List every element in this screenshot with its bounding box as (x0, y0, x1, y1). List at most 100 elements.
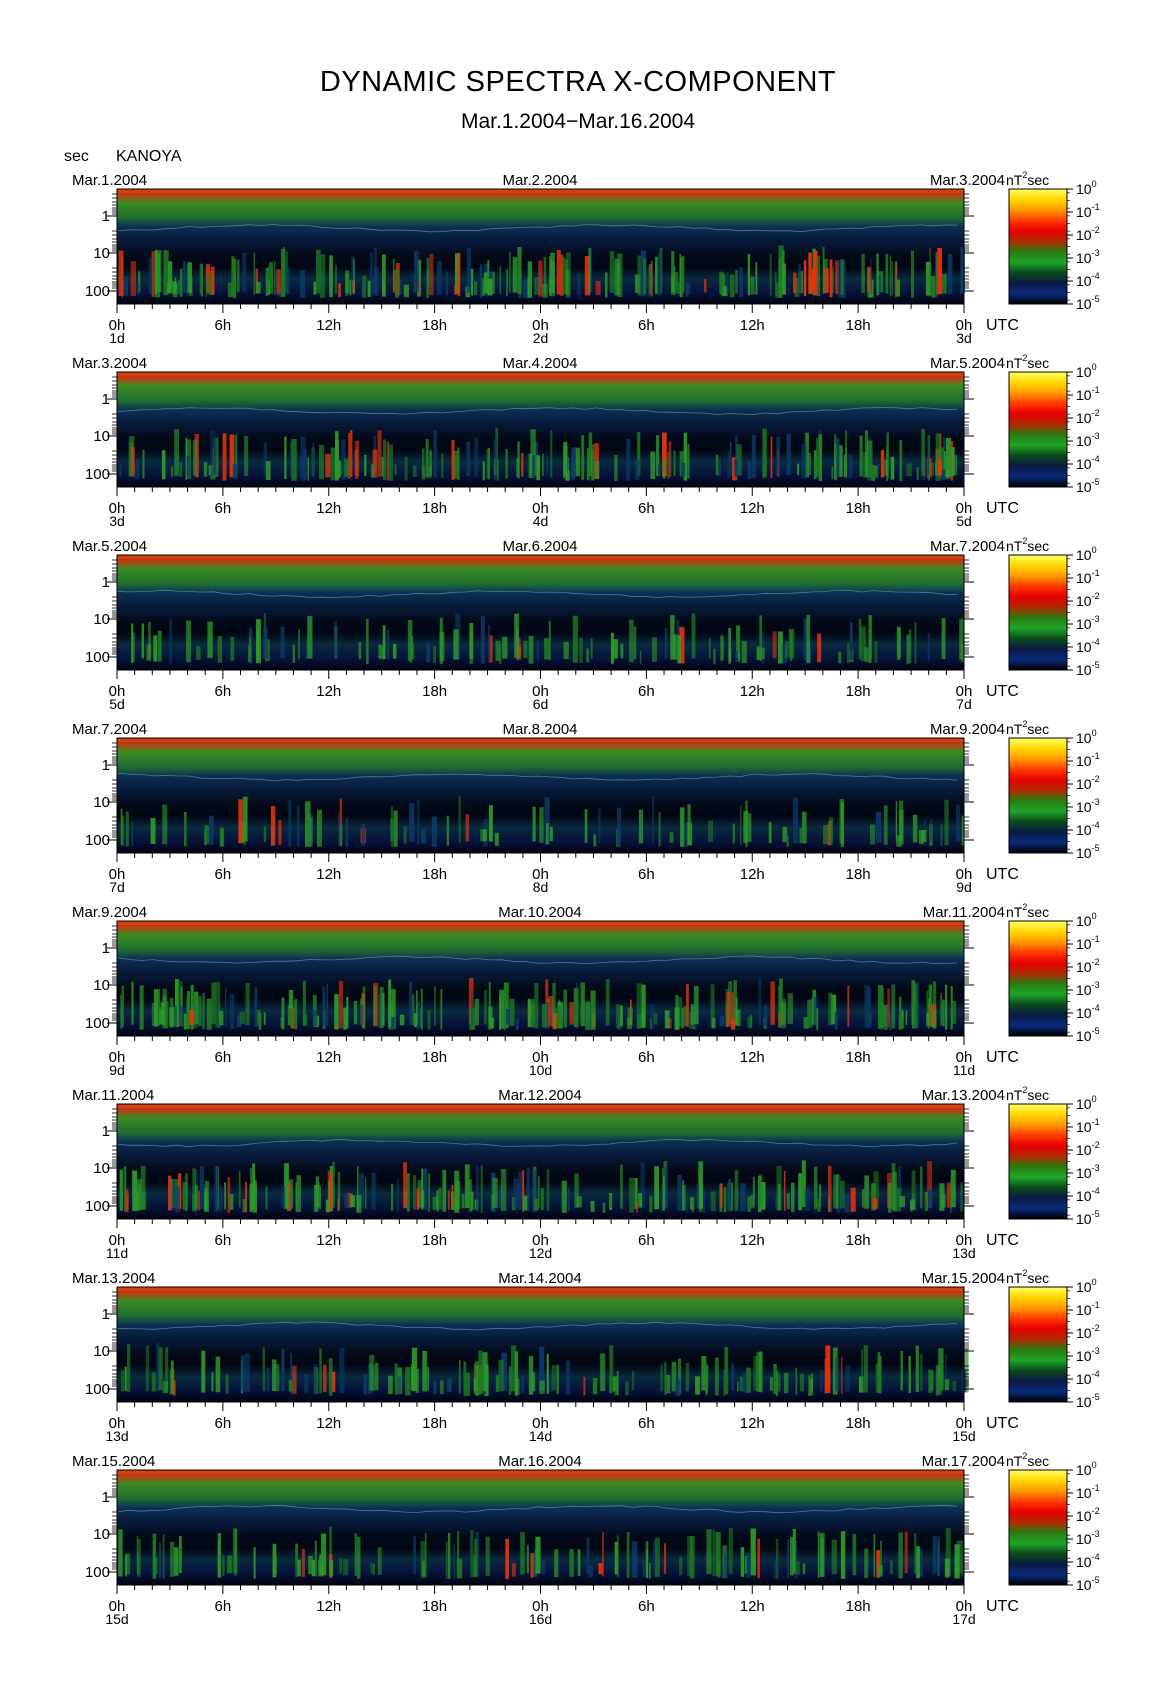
panel-date-left: Mar.11.2004 (72, 1087, 154, 1104)
activity-streak (451, 1185, 454, 1208)
activity-streak (468, 1179, 472, 1212)
activity-streak (124, 1366, 127, 1391)
colorbar-gradient (1008, 188, 1068, 305)
activity-streak (544, 797, 550, 845)
activity-streak (432, 1197, 436, 1211)
colorbar-tick-label: 10-2 (1076, 1323, 1100, 1341)
activity-streak (204, 1181, 209, 1212)
activity-streak (345, 818, 348, 847)
activity-streak (861, 1349, 863, 1391)
activity-streak (594, 461, 600, 479)
x-tick-label: 12h (740, 500, 765, 517)
activity-streak (182, 1182, 188, 1210)
activity-streak (344, 458, 350, 478)
activity-streak (334, 994, 339, 1030)
activity-streak (487, 278, 493, 296)
colorbar-tick-label: 10-2 (1076, 591, 1100, 609)
spectrogram-trace (116, 224, 958, 233)
x-tick-label: 18h (422, 500, 447, 517)
colorbar-tick-label: 10-1 (1076, 1117, 1100, 1135)
activity-streak (305, 801, 311, 847)
chart-title: DYNAMIC SPECTRA X-COMPONENT (319, 66, 837, 98)
activity-streak (174, 1186, 180, 1213)
activity-streak (403, 284, 409, 298)
activity-streak (602, 1532, 604, 1577)
activity-streak (669, 832, 674, 843)
activity-streak (840, 1531, 846, 1579)
x-tick-label: 12h (740, 683, 765, 700)
x-tick-label: 12h (740, 866, 765, 883)
colorbar-tick-label: 10-3 (1076, 1529, 1100, 1547)
activity-streak (782, 263, 786, 295)
x-tick-label: 0h (956, 683, 973, 700)
activity-streak (746, 1367, 751, 1393)
activity-streak (292, 1365, 297, 1395)
activity-streak (617, 807, 621, 846)
activity-streak (793, 272, 797, 293)
activity-streak (511, 1563, 516, 1577)
activity-streak (153, 635, 158, 662)
activity-streak (274, 1364, 280, 1392)
activity-streak (292, 644, 296, 663)
activity-streak (539, 1346, 545, 1391)
activity-streak (722, 285, 728, 297)
colorbar-tick-label: 10-4 (1076, 271, 1100, 289)
activity-streak (302, 1014, 308, 1026)
activity-streak (858, 1376, 864, 1393)
colorbar-unit-label: nT2sec (1006, 1451, 1049, 1469)
activity-streak (186, 620, 191, 663)
x-axis-unit: UTC (986, 500, 1019, 517)
x-tick-label: 0h (532, 500, 549, 517)
activity-streak (307, 616, 313, 659)
colorbar-tick-label: 10-5 (1076, 1575, 1100, 1593)
activity-streak (416, 1188, 420, 1210)
activity-streak (265, 461, 271, 481)
activity-streak (495, 640, 501, 661)
station-label: KANOYA (116, 148, 182, 165)
panel-date-right: Mar.15.2004 (922, 1270, 1005, 1287)
activity-streak (288, 989, 294, 1025)
activity-streak (214, 437, 219, 477)
activity-streak (880, 449, 885, 478)
activity-streak (474, 437, 479, 477)
activity-streak (470, 268, 474, 296)
activity-streak (937, 1535, 940, 1577)
activity-streak (731, 992, 734, 1025)
activity-streak (627, 1007, 633, 1026)
activity-streak (131, 446, 135, 476)
activity-streak (353, 1001, 358, 1025)
activity-streak (889, 255, 892, 297)
panel-date-right: Mar.5.2004 (930, 355, 1005, 372)
activity-streak (960, 1182, 963, 1212)
activity-streak (171, 1360, 174, 1395)
activity-streak (674, 266, 676, 294)
colorbar-tick-label: 10-4 (1076, 820, 1100, 838)
x-axis-unit: UTC (986, 1598, 1019, 1615)
spectrogram-trace (116, 1504, 958, 1514)
activity-streak (871, 1183, 876, 1211)
activity-streak (295, 1543, 299, 1577)
activity-streak (649, 1196, 653, 1213)
activity-streak (280, 626, 285, 659)
activity-streak (804, 1187, 810, 1211)
activity-streak (253, 252, 256, 295)
activity-streak (896, 835, 902, 847)
activity-streak (808, 452, 811, 476)
spectrogram-top-band (117, 372, 964, 376)
activity-streak (681, 462, 686, 477)
activity-streak (950, 1169, 956, 1208)
activity-streak (702, 1189, 706, 1213)
activity-streak (377, 1547, 382, 1575)
activity-streak (852, 1534, 857, 1576)
activity-streak (686, 984, 689, 1027)
y-tick-label: 1 (102, 391, 110, 408)
activity-streak (569, 1549, 574, 1577)
activity-streak (411, 994, 415, 1026)
x-tick-label: 0h (109, 500, 126, 517)
activity-streak (339, 824, 343, 846)
activity-streak (478, 1364, 484, 1394)
activity-streak (798, 1173, 802, 1211)
activity-streak (356, 1536, 361, 1579)
activity-streak (773, 1561, 776, 1579)
activity-streak (499, 989, 502, 1030)
